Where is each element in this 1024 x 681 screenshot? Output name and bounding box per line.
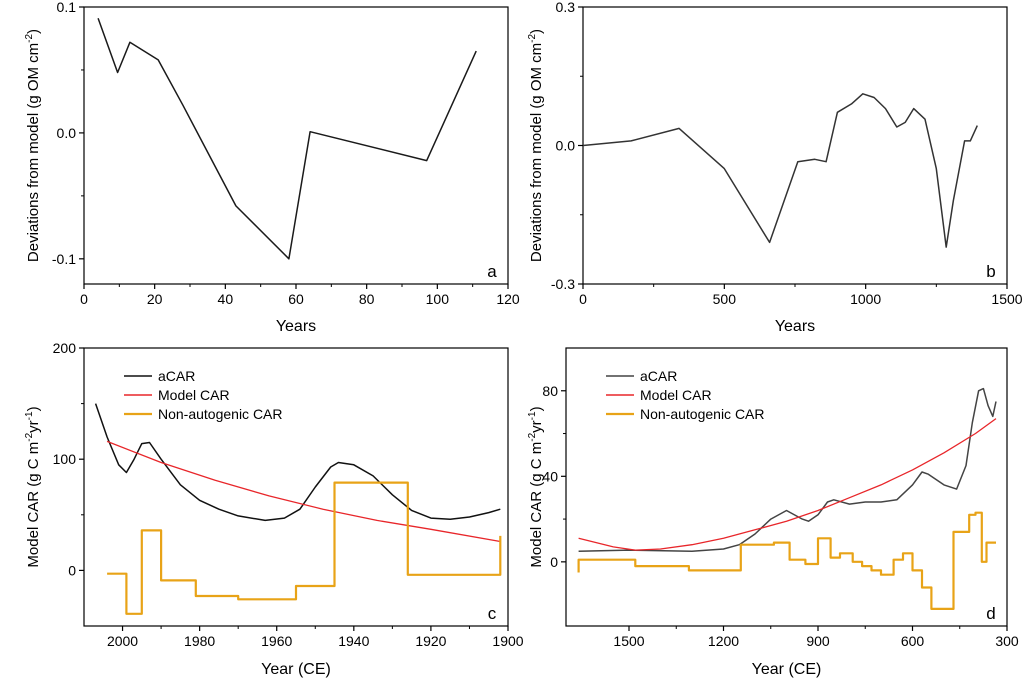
series-line-non-autogenic-car bbox=[107, 481, 502, 615]
x-tick-label: 300 bbox=[995, 633, 1019, 649]
series-line-acar bbox=[94, 403, 501, 522]
x-tick-label: 60 bbox=[288, 291, 304, 307]
panel-a: 0 20 40 60 80 100 120 -0.1 0.0 0.1 Years Deviations… bbox=[24, 0, 520, 335]
legend-label: Model CAR bbox=[640, 387, 712, 403]
panel-letter: b bbox=[986, 262, 995, 281]
x-tick-label: 500 bbox=[713, 291, 737, 307]
y-tick-label: 100 bbox=[53, 451, 77, 467]
y-axis-label: Deviations from model (g OM cm-2) bbox=[527, 29, 545, 262]
y-tick-label: 80 bbox=[542, 383, 558, 399]
x-tick-label: 1960 bbox=[261, 633, 292, 649]
panel-letter: d bbox=[986, 604, 995, 623]
series-line-acar bbox=[578, 387, 997, 552]
x-tick-label: 2000 bbox=[107, 633, 138, 649]
plot-frame bbox=[582, 6, 1008, 285]
y-tick-label: 0.3 bbox=[556, 0, 576, 15]
panel-c: 2000 1980 1960 1940 1920 1900 0 100 200 Year (CE)… bbox=[24, 340, 524, 678]
x-tick-label: 100 bbox=[426, 291, 450, 307]
y-axis-label: Model CAR (g C m-2yr-1) bbox=[527, 406, 545, 567]
plot-frame bbox=[83, 347, 509, 627]
panel-b: 0 500 1000 1500 -0.3 0.0 0.3 Years Deviations fr… bbox=[527, 0, 1023, 335]
x-tick-label: 0 bbox=[80, 291, 88, 307]
x-tick-label: 600 bbox=[901, 633, 925, 649]
y-tick-label: 40 bbox=[542, 468, 558, 484]
y-axis-label: Model CAR (g C m-2yr-1) bbox=[24, 406, 42, 567]
x-tick-label: 1200 bbox=[708, 633, 739, 649]
x-tick-label: 1980 bbox=[184, 633, 215, 649]
x-axis-label: Years bbox=[775, 318, 815, 335]
y-tick-label: 0 bbox=[68, 562, 76, 578]
x-tick-label: 80 bbox=[359, 291, 375, 307]
legend-label: Non-autogenic CAR bbox=[158, 406, 283, 422]
x-axis-label: Year (CE) bbox=[261, 661, 331, 678]
legend-label: aCAR bbox=[640, 368, 677, 384]
x-tick-label: 1000 bbox=[850, 291, 881, 307]
x-axis-label: Years bbox=[276, 318, 316, 335]
x-tick-label: 1500 bbox=[991, 291, 1022, 307]
y-tick-label: -0.3 bbox=[551, 276, 575, 292]
x-tick-label: 120 bbox=[496, 291, 520, 307]
x-tick-label: 1940 bbox=[338, 633, 369, 649]
y-tick-label: -0.1 bbox=[52, 251, 76, 267]
x-tick-label: 900 bbox=[806, 633, 830, 649]
x-tick-label: 1900 bbox=[492, 633, 523, 649]
panel-d: 1500 1200 900 600 300 0 40 80 Year (CE) Model CAR… bbox=[527, 347, 1019, 678]
x-tick-label: 1920 bbox=[415, 633, 446, 649]
x-tick-label: 1500 bbox=[613, 633, 644, 649]
y-tick-label: 200 bbox=[53, 340, 77, 356]
plot-frame bbox=[565, 347, 1008, 627]
legend-label: aCAR bbox=[158, 368, 195, 384]
y-tick-label: 0.1 bbox=[57, 0, 77, 15]
x-tick-label: 20 bbox=[147, 291, 163, 307]
panel-letter: c bbox=[488, 604, 497, 623]
legend-label: Non-autogenic CAR bbox=[640, 406, 765, 422]
y-tick-label: 0.0 bbox=[556, 138, 576, 154]
y-tick-label: 0 bbox=[550, 554, 558, 570]
plot-frame bbox=[83, 6, 509, 285]
x-tick-label: 40 bbox=[218, 291, 234, 307]
series-line-model-car bbox=[578, 418, 997, 551]
x-tick-label: 0 bbox=[579, 291, 587, 307]
series-line-deviation bbox=[583, 93, 978, 248]
series-line-non-autogenic-car bbox=[577, 511, 996, 611]
series-line-deviation bbox=[97, 18, 477, 260]
y-tick-label: 0.0 bbox=[57, 125, 77, 141]
y-axis-label: Deviations from model (g OM cm-2) bbox=[24, 29, 42, 262]
x-axis-label: Year (CE) bbox=[752, 661, 822, 678]
series-line-model-car bbox=[106, 440, 501, 543]
legend-label: Model CAR bbox=[158, 387, 230, 403]
panel-letter: a bbox=[487, 262, 497, 281]
